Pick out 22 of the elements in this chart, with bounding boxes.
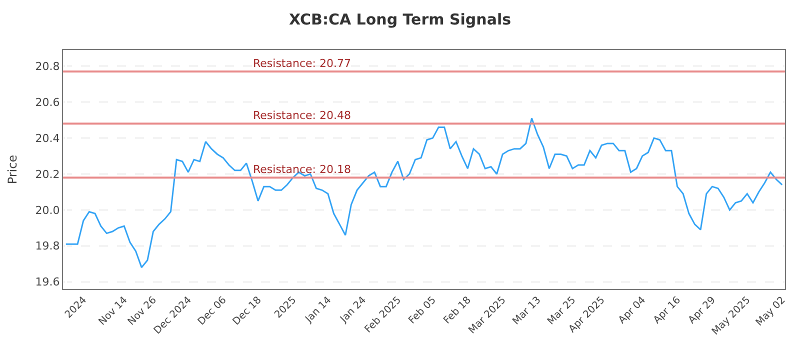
y-tick-label: 20.2 bbox=[35, 168, 60, 181]
ref-line-label: Resistance: 20.77 bbox=[253, 57, 351, 70]
y-tick-label: 20.6 bbox=[35, 96, 60, 109]
x-tick-label: Jan 24 bbox=[338, 294, 369, 326]
y-axis-title: Price bbox=[6, 154, 20, 184]
x-tick-label: Apr 04 bbox=[616, 294, 648, 326]
x-tick-label: Dec 18 bbox=[231, 294, 264, 328]
x-tick-label: Feb 05 bbox=[406, 294, 438, 326]
line-series bbox=[65, 118, 783, 268]
y-tick-label: 20.4 bbox=[35, 132, 60, 145]
y-tick-label: 19.8 bbox=[35, 240, 60, 253]
x-tick-label: Jan 14 bbox=[302, 294, 334, 326]
ref-line-label: Resistance: 20.18 bbox=[253, 163, 351, 176]
x-tick-label: Apr 16 bbox=[652, 294, 683, 326]
x-tick-label: Apr 29 bbox=[686, 294, 718, 326]
ref-line-label: Resistance: 20.48 bbox=[253, 109, 351, 122]
chart-title: XCB:CA Long Term Signals bbox=[288, 10, 512, 28]
x-tick-label: Mar 13 bbox=[510, 294, 544, 328]
x-tick-label: Dec 06 bbox=[196, 294, 229, 328]
y-tick-label: 19.6 bbox=[35, 276, 60, 289]
y-tick-label: 20.0 bbox=[35, 204, 60, 217]
y-tick-label: 20.8 bbox=[35, 60, 60, 74]
